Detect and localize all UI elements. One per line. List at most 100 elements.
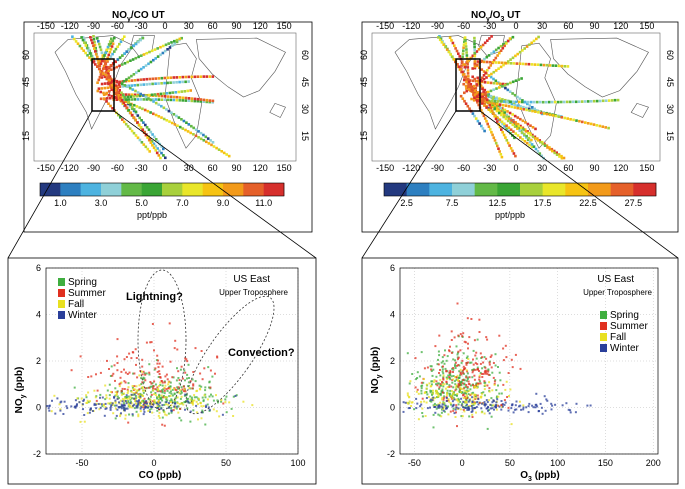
data-point-fall [459, 391, 462, 393]
track-segment [166, 95, 170, 98]
track-segment [499, 106, 502, 110]
data-point-fall [461, 415, 464, 418]
track-segment [473, 42, 476, 46]
data-point-summer [414, 386, 417, 389]
track-segment [180, 90, 184, 93]
track-segment [193, 75, 197, 79]
track-segment [456, 63, 459, 66]
data-point-spring [175, 396, 178, 399]
data-point-spring [159, 384, 162, 386]
data-point-spring [169, 381, 172, 384]
track-segment [128, 86, 132, 90]
track-segment [106, 56, 109, 59]
track-segment [163, 49, 167, 53]
data-point-summer [174, 339, 177, 342]
track-segment [184, 80, 187, 84]
track-segment [577, 100, 581, 103]
track-segment [93, 41, 96, 44]
data-point-winter [137, 400, 140, 403]
track-segment [481, 87, 484, 91]
data-point-summer [497, 404, 499, 407]
data-point-winter [425, 397, 428, 399]
track-segment [483, 41, 487, 45]
data-point-spring [447, 405, 449, 408]
data-point-spring [483, 356, 486, 359]
track-segment [151, 144, 154, 147]
data-point-fall [170, 401, 172, 403]
data-point-winter [93, 402, 96, 405]
data-point-winter [538, 410, 540, 412]
data-point-fall [415, 390, 418, 393]
track-segment [483, 81, 487, 84]
track-segment [135, 94, 139, 98]
track-segment [103, 54, 106, 57]
data-point-spring [444, 349, 446, 352]
data-point-summer [420, 381, 423, 384]
track-segment [90, 54, 93, 58]
track-segment [94, 53, 98, 56]
track-segment [130, 84, 133, 87]
track-segment [543, 142, 546, 146]
track-segment [538, 152, 542, 155]
data-point-spring [475, 382, 478, 385]
track-segment [589, 122, 593, 126]
track-segment [193, 97, 197, 101]
data-point-fall [153, 399, 156, 402]
track-segment [137, 69, 141, 73]
track-segment [479, 84, 483, 88]
data-point-winter [513, 408, 516, 411]
convection-ellipse [185, 295, 275, 415]
track-segment [509, 121, 512, 125]
data-point-fall [138, 393, 141, 396]
data-point-fall [190, 402, 193, 405]
data-point-winter [186, 400, 189, 402]
track-segment [180, 118, 183, 121]
data-point-fall [182, 403, 185, 406]
track-segment [189, 131, 192, 135]
data-point-spring [429, 400, 432, 402]
data-point-winter [419, 405, 422, 408]
track-segment [146, 135, 150, 139]
data-point-fall [463, 389, 466, 392]
track-segment [448, 36, 452, 39]
track-segment [84, 51, 87, 55]
lat-tick-label-right: 30 [300, 104, 310, 114]
track-segment [530, 108, 534, 111]
data-point-fall [53, 394, 56, 397]
data-point-spring [455, 388, 458, 391]
track-segment [133, 93, 137, 97]
data-point-summer [163, 389, 166, 392]
track-segment [122, 101, 126, 105]
track-segment [467, 80, 471, 84]
data-point-winter [135, 400, 138, 403]
x-tick-label: 150 [598, 458, 613, 468]
data-point-winter [122, 407, 125, 410]
data-point-spring [454, 383, 457, 386]
data-point-winter [120, 412, 122, 415]
data-point-summer [168, 322, 171, 325]
track-segment [131, 105, 134, 109]
data-point-spring [125, 396, 128, 399]
data-point-summer [450, 351, 453, 354]
track-segment [506, 61, 510, 65]
data-point-fall [456, 393, 459, 395]
track-segment [528, 109, 531, 112]
track-segment [114, 47, 118, 51]
track-segment [153, 93, 157, 96]
track-segment [133, 98, 137, 101]
data-point-fall [141, 386, 144, 389]
track-segment [490, 130, 493, 134]
track-segment [529, 100, 533, 104]
data-point-spring [460, 415, 463, 418]
data-point-spring [113, 404, 116, 407]
data-point-summer [214, 372, 216, 375]
data-point-summer [130, 357, 133, 360]
track-segment [479, 60, 483, 63]
data-point-fall [109, 390, 112, 393]
track-segment [132, 103, 136, 107]
track-segment [461, 52, 465, 55]
track-segment [151, 82, 154, 86]
track-segment [107, 93, 111, 97]
track-segment [531, 126, 535, 129]
lat-tick-label: 15 [359, 131, 369, 141]
